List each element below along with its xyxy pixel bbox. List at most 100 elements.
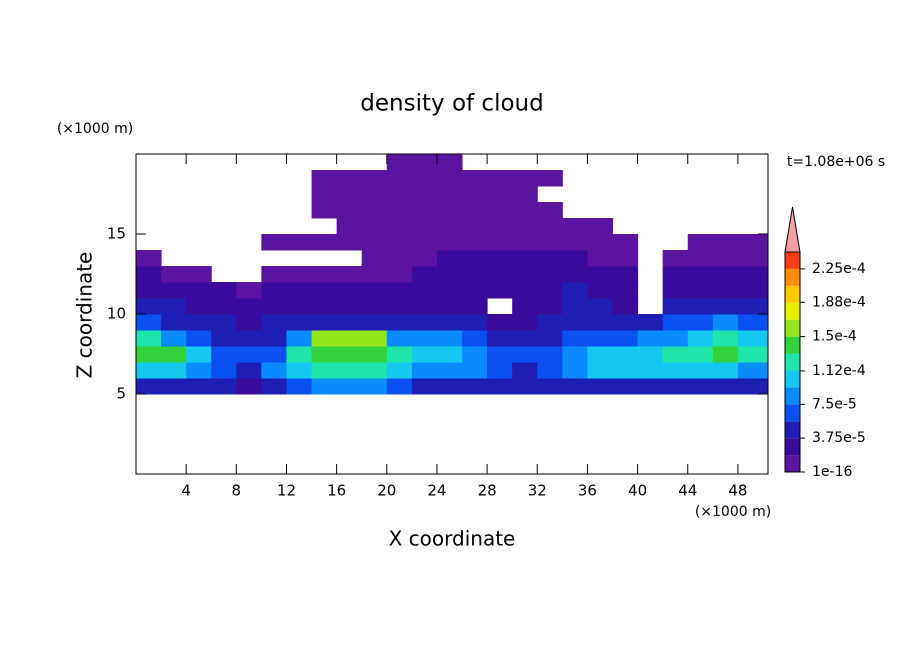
cell [136, 250, 162, 267]
cell [236, 346, 262, 363]
cell [311, 282, 338, 299]
cell [361, 282, 388, 299]
cell [286, 298, 313, 315]
cell [487, 186, 513, 203]
colorbar-band [785, 302, 800, 320]
cell [361, 330, 388, 347]
cell [487, 314, 513, 331]
cell [286, 266, 313, 283]
cell [737, 250, 768, 267]
cell [211, 378, 237, 395]
cell [436, 298, 463, 315]
cell [211, 346, 237, 363]
cell [537, 250, 563, 267]
cell [411, 314, 438, 331]
cell [236, 378, 262, 395]
cell [136, 346, 162, 363]
cell [637, 346, 664, 363]
cell [436, 154, 463, 171]
cell [687, 298, 714, 315]
cell [487, 362, 513, 379]
cell [261, 314, 287, 331]
colorbar-tick-label: 3.75e-5 [812, 430, 866, 446]
cell [587, 346, 614, 363]
cell [612, 298, 639, 315]
cell [386, 362, 413, 379]
cell [712, 362, 739, 379]
cell [411, 362, 438, 379]
cell [411, 234, 438, 251]
cell [436, 234, 463, 251]
colorbar-band [785, 336, 800, 354]
cell [512, 170, 538, 187]
cell [311, 202, 338, 219]
cell [136, 362, 162, 379]
cell [462, 266, 488, 283]
cell [261, 330, 287, 347]
cell [336, 346, 363, 363]
cell [336, 170, 363, 187]
cell [336, 202, 363, 219]
cell [587, 298, 614, 315]
cell [211, 282, 237, 299]
colorbar-tick-label: 1e-16 [812, 464, 852, 480]
cell [512, 234, 538, 251]
cell [487, 266, 513, 283]
cell [311, 298, 338, 315]
cell [562, 298, 588, 315]
cell [562, 234, 588, 251]
cell [236, 282, 262, 299]
cell [386, 250, 413, 267]
cell [712, 330, 739, 347]
cell [186, 346, 212, 363]
cell [512, 298, 538, 315]
x-tick-label: 16 [327, 482, 346, 500]
cell [662, 298, 689, 315]
cell [211, 314, 237, 331]
cell [286, 346, 313, 363]
cell [286, 330, 313, 347]
colorbar-tick-label: 1.5e-4 [812, 329, 857, 345]
cell [361, 170, 388, 187]
cell [261, 266, 287, 283]
cell [662, 266, 689, 283]
cell [512, 362, 538, 379]
cell [637, 362, 664, 379]
cell [161, 330, 187, 347]
cell [261, 282, 287, 299]
cell [436, 314, 463, 331]
cell [562, 362, 588, 379]
cell [737, 282, 768, 299]
cell [186, 298, 212, 315]
x-tick-label: 44 [678, 482, 697, 500]
cell [737, 362, 768, 379]
cell [687, 266, 714, 283]
cell [637, 378, 664, 395]
y-tick-label: 15 [107, 225, 126, 243]
cell [261, 234, 287, 251]
cell [587, 250, 614, 267]
colorbar-band [785, 387, 800, 405]
cell [411, 186, 438, 203]
cell [436, 266, 463, 283]
cell [687, 362, 714, 379]
cell [211, 298, 237, 315]
cell [186, 330, 212, 347]
cell [411, 282, 438, 299]
cell [211, 330, 237, 347]
cell [361, 346, 388, 363]
colorbar-band [785, 353, 800, 371]
cell [562, 266, 588, 283]
x-tick-label: 4 [181, 482, 191, 500]
x-tick-label: 36 [578, 482, 597, 500]
x-unit: (×1000 m) [695, 504, 771, 520]
cell [487, 330, 513, 347]
cell [436, 346, 463, 363]
cell [537, 234, 563, 251]
cell [487, 234, 513, 251]
cell [286, 234, 313, 251]
cell [361, 186, 388, 203]
cell [161, 282, 187, 299]
x-tick-label: 48 [728, 482, 747, 500]
cell [336, 362, 363, 379]
